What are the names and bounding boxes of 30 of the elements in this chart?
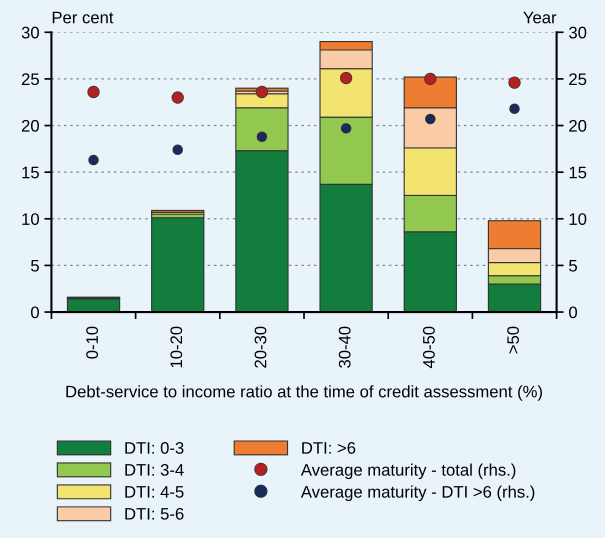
y-tick-label: 0 <box>31 306 39 318</box>
x-tick-label: 30-40 <box>338 326 351 368</box>
y2-tick-label: 25 <box>569 73 586 86</box>
y-tick-label: 20 <box>22 120 39 132</box>
y-tick-label: 5 <box>31 260 39 272</box>
y-tick-label: 15 <box>22 166 39 178</box>
legend-label: DTI: 5-6 <box>125 508 184 520</box>
x-tick-label: 0-10 <box>86 326 98 359</box>
y2-tick-label: 5 <box>569 260 577 272</box>
legend-label: DTI: 0-3 <box>125 442 184 454</box>
y-tick-label: 10 <box>22 213 39 225</box>
x-tick-label: 10-20 <box>170 326 182 368</box>
y-tick-label: 30 <box>22 26 39 38</box>
y2-tick-label: 0 <box>569 306 578 318</box>
y2-tick-label: 10 <box>570 213 586 225</box>
x-tick-label: 20-30 <box>254 326 266 368</box>
y2-tick-label: 30 <box>569 26 586 38</box>
y-axis-title: Per cent <box>52 12 114 24</box>
y2-tick-label: 20 <box>569 120 586 132</box>
y-tick-label: 25 <box>22 73 39 86</box>
legend-label: Average maturity - total (rhs.) <box>300 464 516 480</box>
y2-tick-label: 15 <box>570 166 586 178</box>
legend-label: Average maturity - DTI >6 (rhs.) <box>300 486 534 502</box>
x-tick-label: 40-50 <box>422 326 435 368</box>
x-tick-label: >50 <box>507 326 519 354</box>
x-axis-title: Debt-service to income ratio at the time of credit assessment (%) <box>66 385 542 401</box>
legend-label: DTI: 4-5 <box>125 486 184 498</box>
y2-axis-title: Year <box>523 12 556 24</box>
legend-label: DTI: >6 <box>302 442 356 454</box>
legend-label: DTI: 3-4 <box>125 464 184 476</box>
